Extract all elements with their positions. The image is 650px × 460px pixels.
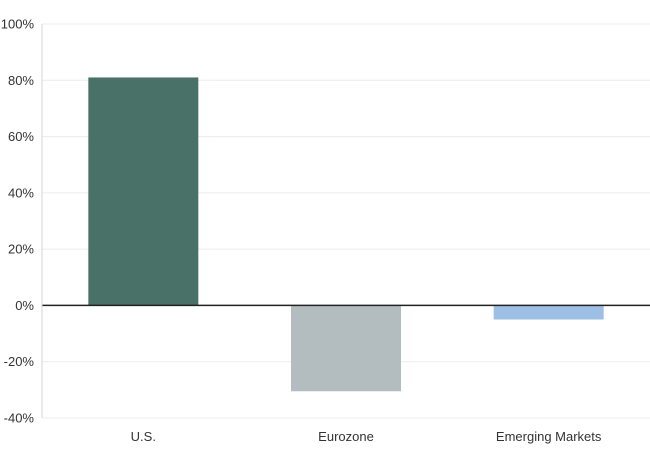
x-tick-label: U.S.: [131, 429, 156, 444]
y-tick-label: -20%: [4, 354, 35, 369]
y-tick-label: 40%: [8, 185, 34, 200]
bar-eurozone: [291, 305, 401, 392]
y-tick-label: 60%: [8, 129, 34, 144]
y-tick-label: 20%: [8, 242, 34, 257]
y-tick-label: -40%: [4, 411, 35, 426]
y-tick-labels: 100% 80% 60% 40% 20% 0% -20% -40%: [1, 17, 35, 426]
y-tick-label: 100%: [1, 17, 35, 32]
y-tick-label: 0%: [15, 298, 34, 313]
x-tick-labels: U.S. Eurozone Emerging Markets: [131, 429, 602, 444]
bar-u-s: [88, 77, 199, 306]
bars: [88, 77, 604, 392]
x-tick-label: Eurozone: [318, 429, 374, 444]
x-tick-label: Emerging Markets: [496, 429, 602, 444]
bar-emerging-markets: [493, 305, 604, 320]
y-tick-label: 80%: [8, 73, 34, 88]
